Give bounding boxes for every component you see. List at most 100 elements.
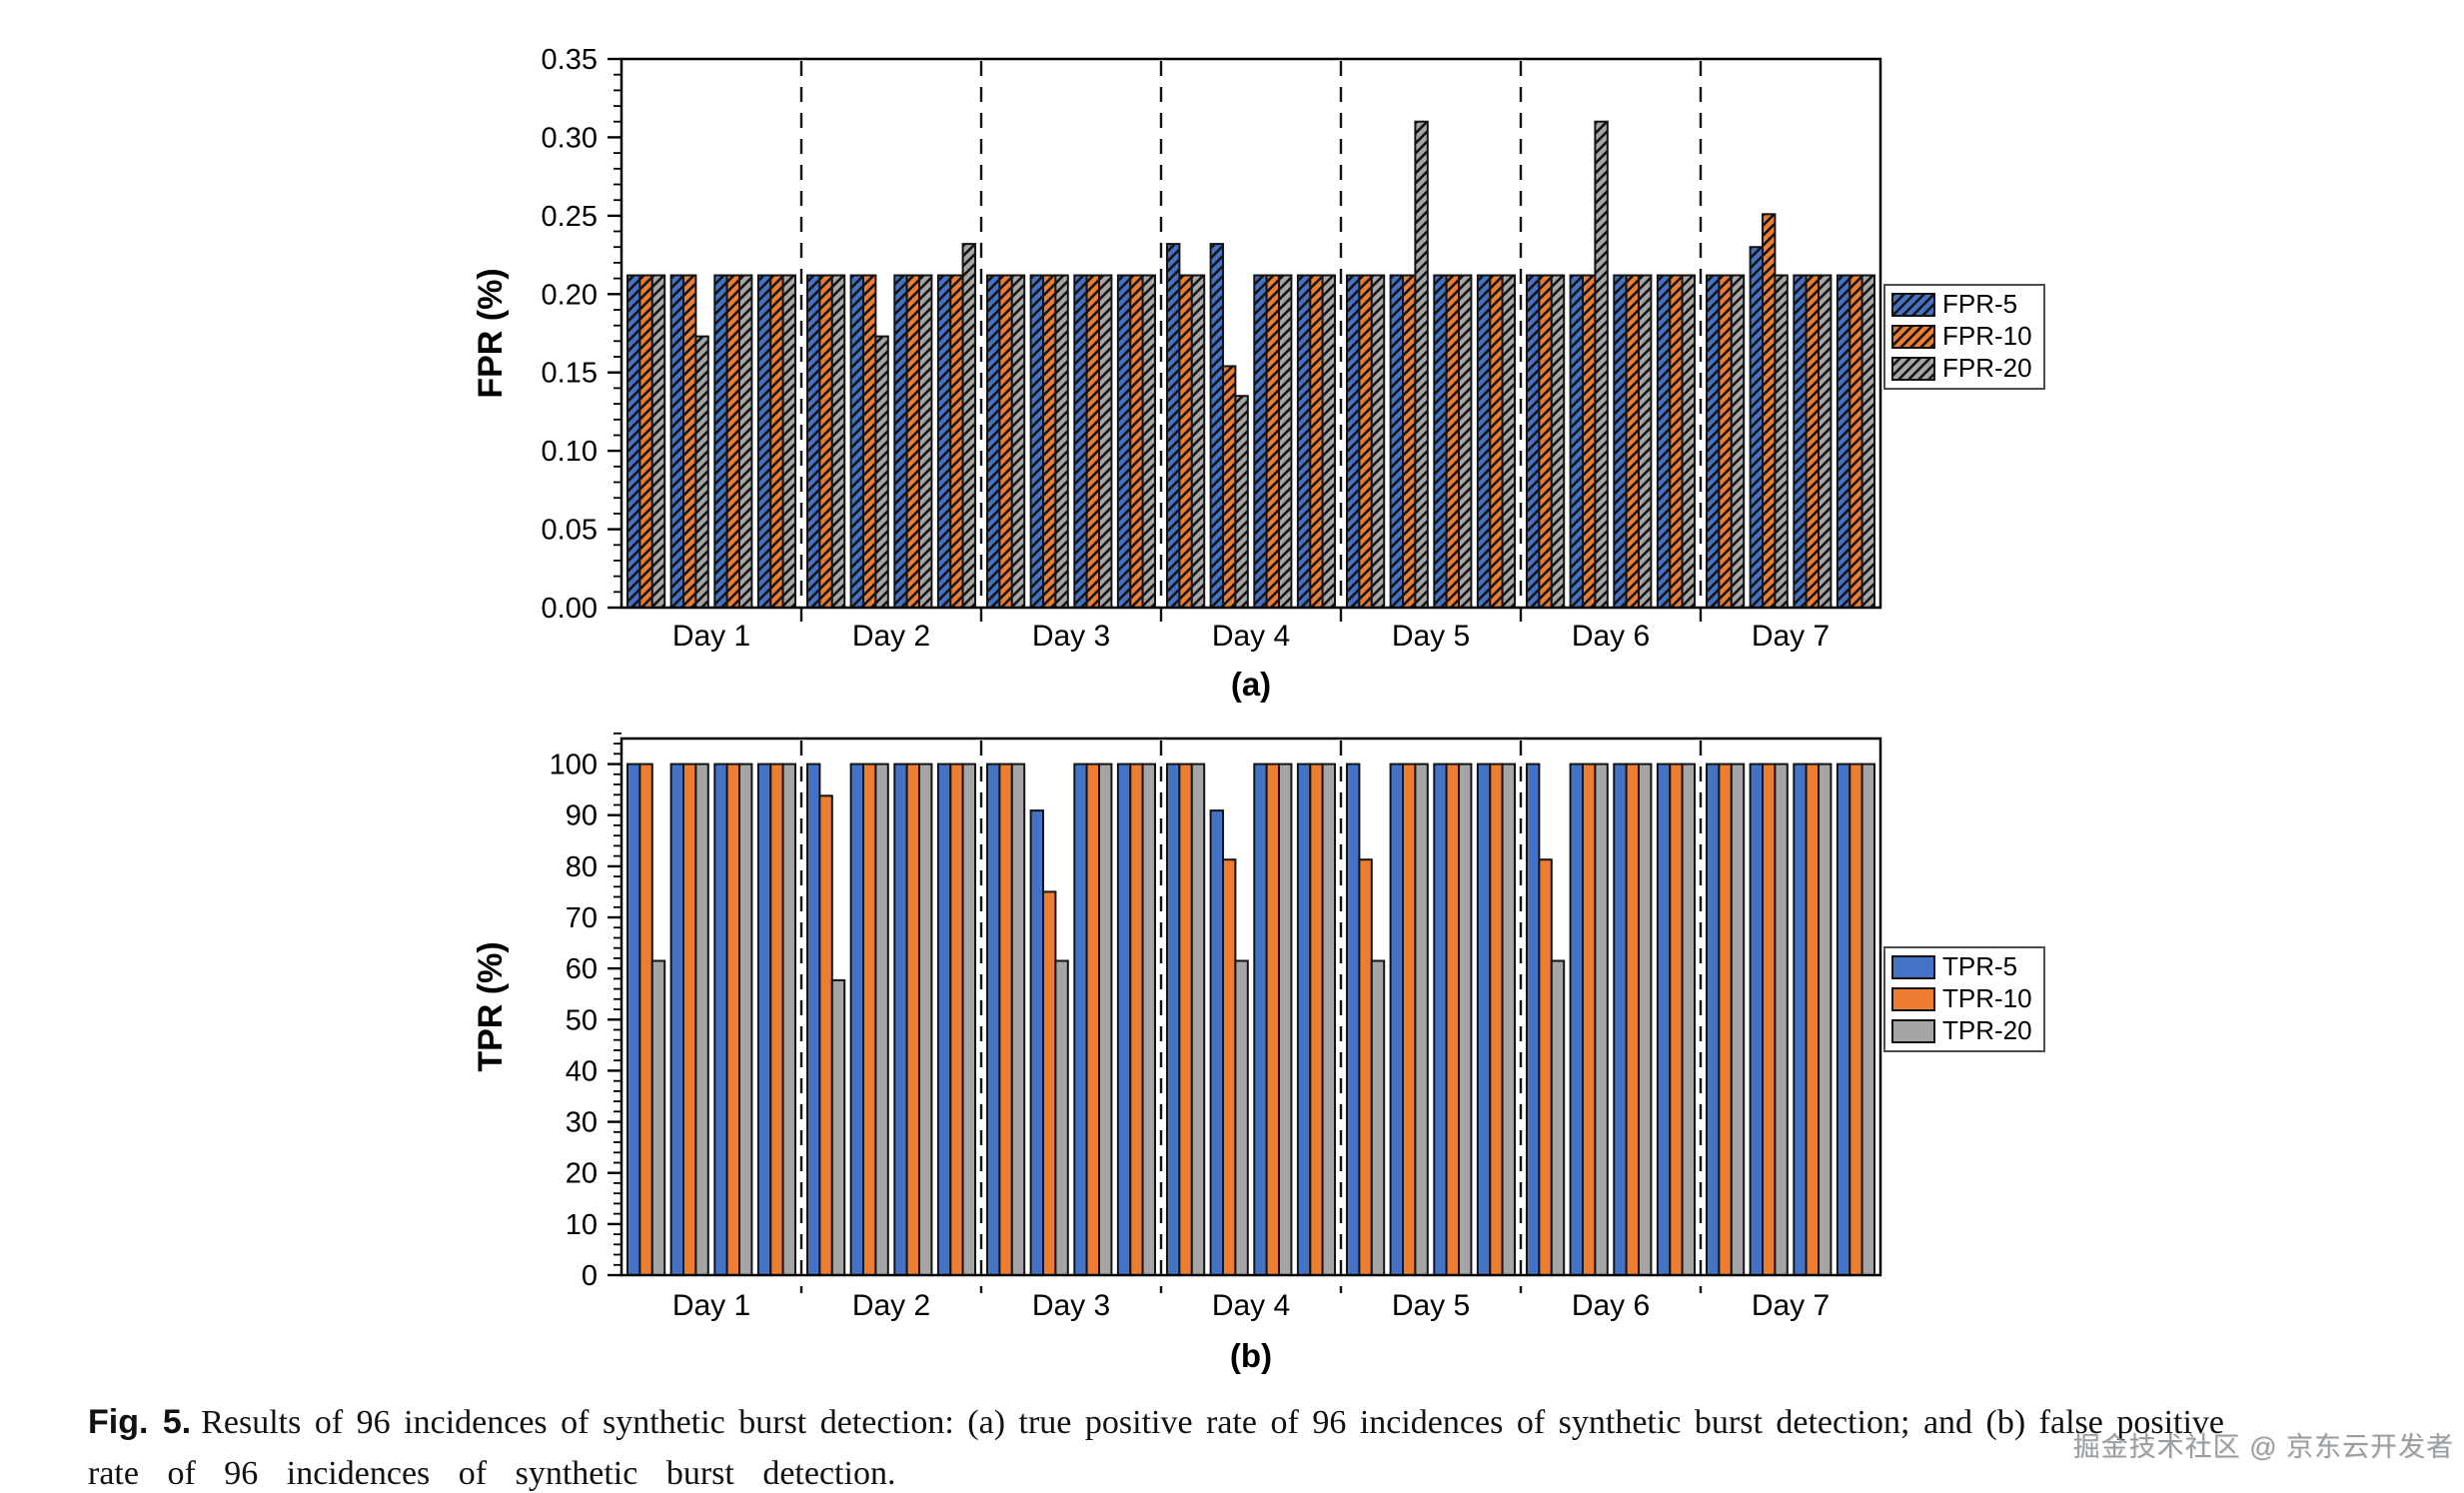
bar-TPR-20 — [1681, 762, 1696, 1276]
day-label: Day 4 — [1212, 1289, 1290, 1322]
bar-FPR-10 — [1445, 274, 1460, 609]
bar-FPR-20 — [961, 243, 976, 609]
bar-TPR-20 — [1278, 762, 1293, 1276]
bar-TPR-20 — [1638, 762, 1653, 1276]
bar-TPR-10 — [1222, 858, 1237, 1276]
bar-FPR-20 — [830, 274, 846, 609]
bar-TPR-20 — [1141, 762, 1156, 1276]
y-tick-label: 100 — [550, 749, 598, 781]
y-tick-label: 60 — [566, 953, 598, 985]
bar-TPR-20 — [874, 762, 889, 1276]
bar-FPR-10 — [1669, 274, 1684, 609]
bar-FPR-20 — [1054, 274, 1069, 609]
bar-FPR-10 — [1358, 274, 1373, 609]
watermark: 掘金技术社区 @ 京东云开发者 — [2072, 1432, 2454, 1462]
bar-TPR-20 — [781, 762, 796, 1276]
caption-figure-number: Fig. 5. — [88, 1403, 192, 1441]
bar-FPR-5 — [936, 274, 952, 609]
bar-TPR-5 — [626, 762, 641, 1276]
bar-TPR-5 — [1433, 762, 1448, 1276]
bar-TPR-10 — [1358, 858, 1373, 1276]
bar-FPR-20 — [781, 274, 796, 609]
bar-TPR-20 — [961, 762, 976, 1276]
bar-FPR-5 — [1073, 274, 1088, 609]
caption-line-1: Fig. 5. Results of 96 incidences of synth… — [88, 1397, 2458, 1448]
bar-TPR-10 — [769, 762, 784, 1276]
y-tick-label: 0.30 — [542, 122, 598, 154]
bar-TPR-5 — [1613, 762, 1628, 1276]
y-tick-label: 0.15 — [542, 358, 598, 390]
bar-TPR-5 — [713, 762, 728, 1276]
day-label: Day 4 — [1212, 620, 1290, 653]
bar-FPR-20 — [874, 335, 889, 609]
bar-TPR-5 — [1209, 809, 1224, 1276]
bar-TPR-5 — [1793, 762, 1808, 1276]
bar-FPR-20 — [1098, 274, 1113, 609]
bar-FPR-5 — [1706, 274, 1721, 609]
day-label: Day 6 — [1572, 1289, 1650, 1322]
bar-TPR-10 — [1669, 762, 1684, 1276]
y-tick-label: 40 — [566, 1055, 598, 1087]
bar-TPR-10 — [949, 762, 964, 1276]
bar-TPR-5 — [986, 762, 1001, 1276]
bar-TPR-10 — [1129, 762, 1144, 1276]
bar-TPR-5 — [756, 762, 772, 1276]
bar-FPR-20 — [1638, 274, 1653, 609]
bar-TPR-10 — [1538, 858, 1553, 1276]
y-tick-label: 80 — [566, 851, 598, 883]
bar-FPR-5 — [1656, 274, 1672, 609]
y-tick-label: 0.25 — [542, 201, 598, 233]
y-tick-label: 0.00 — [542, 593, 598, 625]
legend-label: FPR-5 — [1942, 289, 2017, 319]
bar-TPR-10 — [1402, 762, 1417, 1276]
bar-TPR-20 — [1370, 959, 1386, 1276]
bar-FPR-10 — [818, 274, 833, 609]
bar-FPR-10 — [1178, 274, 1193, 609]
bar-TPR-20 — [1860, 762, 1875, 1276]
chart-tpr: 0 10 20 30 40 50 60 70 80 90 100 Day 1 Day 2 Day 3 Day… — [472, 733, 2045, 1374]
bar-TPR-10 — [682, 762, 697, 1276]
bar-FPR-20 — [694, 335, 709, 609]
bar-TPR-10 — [1178, 762, 1193, 1276]
panel-label: (b) — [1230, 1337, 1272, 1374]
bar-TPR-20 — [1501, 762, 1516, 1276]
bar-FPR-20 — [1370, 274, 1386, 609]
bar-TPR-20 — [694, 762, 709, 1276]
bar-FPR-5 — [1569, 274, 1584, 609]
bar-FPR-20 — [1860, 274, 1875, 609]
y-tick-label: 0.05 — [542, 515, 598, 547]
y-axis-title: TPR (%) — [472, 941, 510, 1071]
bar-FPR-5 — [713, 274, 728, 609]
bar-FPR-10 — [1265, 274, 1280, 609]
bar-TPR-5 — [1346, 762, 1361, 1276]
bar-FPR-10 — [1042, 274, 1057, 609]
day-label: Day 2 — [852, 620, 930, 653]
day-label: Day 7 — [1752, 620, 1830, 653]
bar-TPR-5 — [1836, 762, 1851, 1276]
bar-TPR-5 — [1526, 762, 1541, 1276]
bar-FPR-5 — [1296, 274, 1312, 609]
bar-TPR-10 — [1848, 762, 1863, 1276]
bar-FPR-10 — [1805, 274, 1820, 609]
legend-swatch — [1891, 955, 1935, 979]
bar-TPR-5 — [1476, 762, 1492, 1276]
bar-FPR-20 — [1681, 274, 1696, 609]
bar-TPR-20 — [1730, 762, 1746, 1276]
bar-TPR-5 — [1253, 762, 1268, 1276]
bar-FPR-5 — [1029, 274, 1044, 609]
bar-TPR-20 — [1458, 762, 1473, 1276]
bar-FPR-20 — [1010, 274, 1026, 609]
bar-TPR-10 — [1805, 762, 1820, 1276]
bar-FPR-10 — [1085, 274, 1100, 609]
bar-TPR-5 — [1389, 762, 1404, 1276]
panel-label: (a) — [1231, 666, 1271, 703]
bar-FPR-20 — [1774, 274, 1789, 609]
bar-TPR-5 — [1116, 762, 1132, 1276]
bar-FPR-5 — [806, 274, 821, 609]
legend-swatch — [1891, 987, 1935, 1011]
bar-TPR-10 — [905, 762, 920, 1276]
legend-label: FPR-10 — [1942, 321, 2032, 351]
figure-caption: Fig. 5. Results of 96 incidences of synth… — [88, 1397, 2458, 1493]
bar-FPR-10 — [1222, 365, 1237, 609]
bar-FPR-20 — [1730, 274, 1746, 609]
